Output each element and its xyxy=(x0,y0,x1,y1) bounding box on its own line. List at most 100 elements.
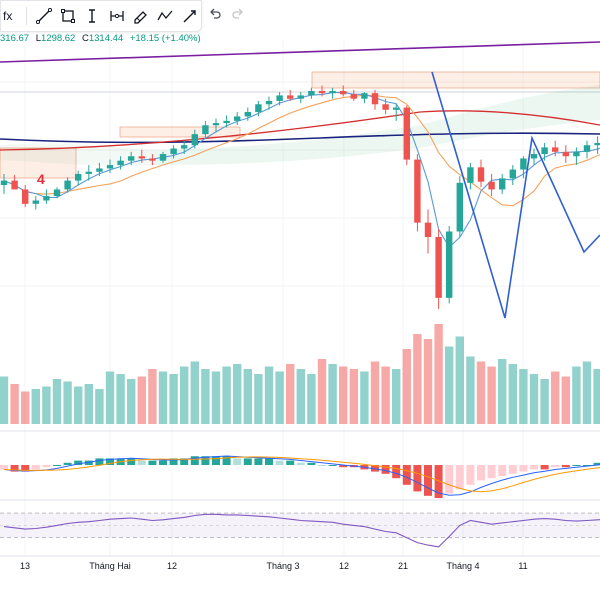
candle-body xyxy=(318,90,326,94)
candle-body xyxy=(106,165,114,169)
volume-bar xyxy=(551,371,560,424)
candle-body xyxy=(32,200,39,204)
macd-histogram-bar xyxy=(434,465,443,498)
volume-bar xyxy=(296,369,305,424)
macd-panel xyxy=(0,455,600,498)
macd-histogram-bar xyxy=(455,465,464,490)
volume-bar xyxy=(243,369,252,424)
candle-body xyxy=(223,120,230,124)
volume-bar xyxy=(307,374,316,424)
volume-bar xyxy=(561,376,570,424)
candle-body xyxy=(297,95,304,99)
volume-bar xyxy=(211,371,221,424)
macd-histogram-bar xyxy=(339,465,348,468)
volume-bar xyxy=(445,346,454,424)
volume-bar xyxy=(413,334,422,424)
candle-body xyxy=(382,104,389,110)
x-tick-label: 12 xyxy=(167,561,177,571)
volume-bar xyxy=(593,369,600,424)
volume-bar xyxy=(434,324,443,424)
macd-histogram-bar xyxy=(10,465,19,472)
candle-body xyxy=(583,145,591,152)
ma-slow-line xyxy=(0,110,600,151)
volume-bar xyxy=(95,389,104,424)
macd-histogram-bar xyxy=(593,462,600,465)
candle-body xyxy=(234,116,241,121)
brush-icon[interactable] xyxy=(130,4,152,28)
drawing-toolbar: fx xyxy=(0,0,202,32)
macd-histogram-bar xyxy=(42,465,51,468)
candle-body xyxy=(287,95,294,99)
volume-bar xyxy=(222,366,231,424)
volume-bar xyxy=(360,371,369,424)
candle-body xyxy=(573,151,580,157)
macd-histogram-bar xyxy=(540,465,549,470)
macd-histogram-bar xyxy=(0,465,8,470)
highlight-zones xyxy=(0,71,600,179)
volume-bar xyxy=(105,371,115,424)
macd-histogram-bar xyxy=(190,456,199,465)
candle-body xyxy=(117,160,124,166)
volume-bar xyxy=(476,361,486,424)
macd-histogram-bar xyxy=(296,462,305,465)
text-cursor-icon[interactable] xyxy=(81,4,103,28)
x-tick-label: Tháng 3 xyxy=(266,561,299,571)
candle-body xyxy=(85,171,92,174)
x-tick-label: 21 xyxy=(398,561,408,571)
volume-bar xyxy=(254,374,263,424)
volume-bar xyxy=(487,366,496,424)
macd-histogram-bar xyxy=(212,456,220,465)
candle-body xyxy=(424,222,432,238)
volume-bar xyxy=(116,374,125,424)
candle-body xyxy=(308,90,315,96)
candle-body xyxy=(488,181,495,190)
candle-body xyxy=(509,169,516,179)
candle-body xyxy=(435,237,442,298)
macd-histogram-bar xyxy=(318,465,326,466)
candle-body xyxy=(562,151,569,157)
path-icon[interactable] xyxy=(154,4,176,28)
volume-bar xyxy=(264,366,274,424)
rectangle-icon[interactable] xyxy=(57,4,79,28)
undo-icon[interactable] xyxy=(205,5,225,25)
zone-mid xyxy=(119,126,241,138)
macd-histogram-bar xyxy=(21,465,30,472)
macd-histogram-bar xyxy=(222,456,231,465)
macd-histogram-bar xyxy=(530,465,538,470)
candle-body xyxy=(594,142,600,146)
trend-line-icon[interactable] xyxy=(32,4,54,28)
macd-signal-line xyxy=(3,456,600,493)
drawn-trendlines xyxy=(0,41,600,319)
horizontal-ray-icon[interactable] xyxy=(106,4,128,28)
candle-body xyxy=(255,104,262,112)
candle-body xyxy=(22,189,29,204)
macd-histogram-bar xyxy=(424,465,432,496)
candle-body xyxy=(541,147,548,155)
volume-bar xyxy=(402,349,411,424)
arrow-line-icon[interactable] xyxy=(179,4,201,28)
macd-histogram-bar xyxy=(63,462,72,465)
grid xyxy=(0,40,600,557)
macd-histogram-bar xyxy=(84,460,93,465)
fx-label[interactable]: fx xyxy=(3,9,13,23)
open-value: 316.67 xyxy=(0,33,30,44)
blue-pattern-path xyxy=(431,71,600,319)
volume-bar xyxy=(286,364,295,424)
candle-body xyxy=(456,182,463,232)
candle-body xyxy=(53,189,61,197)
volume-bar xyxy=(275,371,284,424)
candle-body xyxy=(0,180,8,186)
candle-body xyxy=(414,159,421,223)
macd-histogram-bar xyxy=(137,460,146,465)
low-value: 1298.62 xyxy=(41,33,76,44)
macd-histogram-bar xyxy=(519,465,528,472)
macd-histogram-bar xyxy=(286,460,295,465)
volume-bar xyxy=(137,376,146,424)
volume-bar xyxy=(370,361,380,424)
volume-bar xyxy=(349,369,358,424)
candle-body xyxy=(43,196,50,201)
candle-body xyxy=(350,94,357,99)
macd-histogram-bar xyxy=(265,458,273,465)
macd-histogram-bar xyxy=(561,465,570,468)
